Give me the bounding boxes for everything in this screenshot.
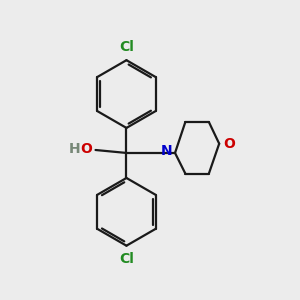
Text: N: N <box>161 145 173 158</box>
Text: O: O <box>81 142 93 155</box>
Text: O: O <box>224 137 236 151</box>
Text: Cl: Cl <box>119 40 134 54</box>
Text: Cl: Cl <box>119 252 134 266</box>
Text: H: H <box>69 142 80 155</box>
